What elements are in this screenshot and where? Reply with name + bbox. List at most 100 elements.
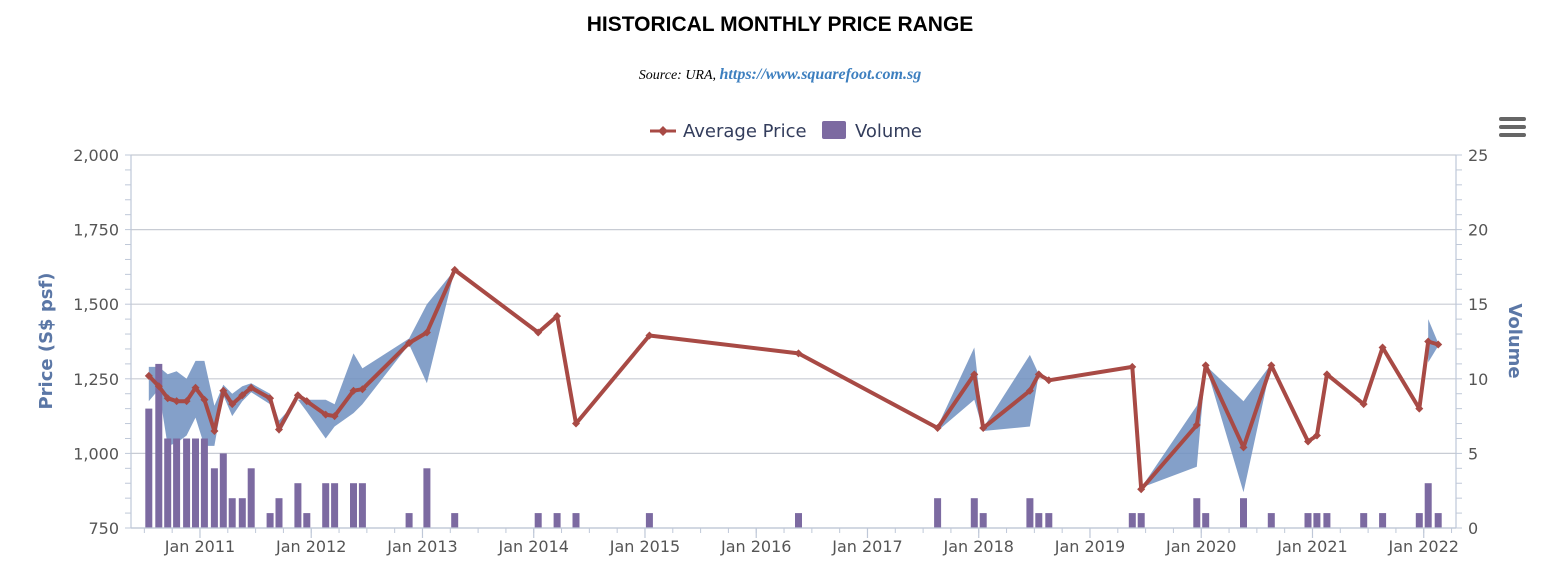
average-price-point [238,391,247,400]
average-price-point [219,386,228,395]
x-tick-label: Jan 2012 [275,537,346,556]
average-price-point [933,424,942,433]
average-price-point [1034,370,1043,379]
chart-subtitle: Source: URA, https://www.squarefoot.com.… [639,66,921,83]
average-price-point [1424,337,1433,346]
volume-bar [200,438,208,528]
y-left-tick-label: 1,000 [73,444,119,463]
chart-title: HISTORICAL MONTHLY PRICE RANGE [587,13,974,36]
x-tick-label: Jan 2013 [386,537,457,556]
average-price-point [154,382,163,391]
volume-bar [164,438,172,528]
volume-bar [322,483,330,528]
average-price-point [979,424,988,433]
legend-label-average-price: Average Price [683,121,807,142]
volume-bar [423,468,431,528]
average-price-point [228,400,237,409]
average-price-point [200,395,209,404]
average-price-point [191,383,200,392]
legend-item-average-price[interactable]: Average Price [650,121,807,142]
price-range-band [1428,319,1439,363]
y-left-tick-label: 1,500 [73,295,119,314]
average-price-series [144,265,1443,494]
legend-volume-swatch [822,121,846,139]
volume-bar [645,513,653,528]
volume-bar [572,513,580,528]
volume-bar [155,363,163,528]
volume-bar [1434,513,1442,528]
volume-series [145,363,1442,528]
y-right-tick-label: 20 [1468,221,1488,240]
price-range-band [1141,363,1272,493]
average-price-point [182,397,191,406]
menu-bar-middle [1499,125,1526,129]
average-price-point [321,410,330,419]
volume-bar [358,483,366,528]
volume-bar [405,513,413,528]
average-price-point [302,397,311,406]
volume-bar [1035,513,1043,528]
average-price-point [794,349,803,358]
average-price-point [1239,443,1248,452]
x-tick-label: Jan 2021 [1276,537,1347,556]
volume-bar [294,483,302,528]
volume-bar [1240,498,1247,528]
volume-bar [247,468,255,528]
plot-area: 750 1,000 1,250 1,500 1,750 2,000 0 5 10 15 20 25 Ja… [73,146,1488,556]
y-right-tick-label: 5 [1468,444,1478,463]
average-price-point [1267,361,1276,370]
volume-bar [219,453,227,528]
average-price-point [1322,370,1331,379]
volume-bar [1304,513,1312,528]
average-price-point [266,394,275,403]
average-price-point [1192,421,1201,430]
volume-bar [1313,513,1321,528]
volume-bar [210,468,218,528]
average-price-point [144,371,153,380]
y-left-tick-label: 1,250 [73,370,119,389]
y-left-tick-label: 750 [88,519,119,538]
volume-bar [934,498,942,528]
subtitle-link[interactable]: https://www.squarefoot.com.sg [720,66,922,83]
average-price-point [645,331,654,340]
average-price-point [1128,362,1137,371]
average-price-point [553,312,562,321]
volume-bar [1360,513,1368,528]
volume-bar [534,513,542,528]
x-tick-label: Jan 2014 [497,537,568,556]
x-tick-label: Jan 2011 [164,537,235,556]
x-tick-label: Jan 2016 [720,537,791,556]
menu-bar-top [1499,117,1526,121]
volume-bar [1415,513,1423,528]
volume-bar [331,483,339,528]
average-price-point [274,425,283,434]
average-price-point [572,419,581,428]
average-price-point [534,328,543,337]
average-price-point [210,427,219,436]
legend-diamond-marker [658,126,668,136]
volume-bar [145,408,153,528]
volume-bar [228,498,236,528]
volume-bar [970,498,978,528]
average-price-point [1415,404,1424,413]
average-price-point [1044,376,1053,385]
average-price-point [1137,485,1146,494]
volume-bar [1323,513,1331,528]
x-tick-label: Jan 2020 [1165,537,1236,556]
axes: 750 1,000 1,250 1,500 1,750 2,000 0 5 10 15 20 25 Ja… [73,146,1488,556]
x-tick-label: Jan 2018 [942,537,1013,556]
legend-item-volume[interactable]: Volume [822,121,922,142]
volume-bar [350,483,357,528]
average-price-point [970,370,979,379]
menu-icon[interactable] [1499,117,1526,137]
subtitle-source: Source: URA, [639,68,720,83]
volume-bar [238,498,246,528]
y-left-tick-label: 1,750 [73,221,119,240]
price-range-series [148,269,1439,493]
average-price-point [1304,437,1313,446]
volume-bar [1379,513,1387,528]
x-tick-label: Jan 2017 [831,537,902,556]
volume-bar [303,513,311,528]
volume-bar [1193,498,1201,528]
average-price-point [1201,361,1210,370]
